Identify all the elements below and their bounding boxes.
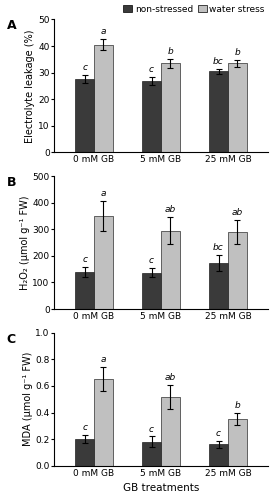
Text: ab: ab — [165, 372, 176, 382]
Bar — [161, 396, 180, 466]
Text: c: c — [82, 254, 87, 264]
Bar — [228, 232, 247, 309]
Text: c: c — [216, 429, 221, 438]
Bar — [142, 80, 161, 152]
Bar — [142, 442, 161, 466]
Bar — [228, 419, 247, 466]
Bar — [228, 64, 247, 152]
Text: A: A — [7, 20, 16, 32]
Bar — [75, 80, 94, 152]
Y-axis label: MDA (μmol g⁻¹ FW): MDA (μmol g⁻¹ FW) — [23, 352, 32, 446]
Text: c: c — [149, 256, 154, 265]
Text: B: B — [7, 176, 16, 189]
Text: ab: ab — [232, 208, 243, 217]
Text: a: a — [101, 28, 106, 36]
Text: b: b — [234, 401, 240, 410]
Legend: non-stressed, water stress: non-stressed, water stress — [122, 4, 266, 15]
Y-axis label: H₂O₂ (μmol g⁻¹ FW): H₂O₂ (μmol g⁻¹ FW) — [20, 196, 30, 290]
Bar — [209, 444, 228, 466]
Bar — [161, 230, 180, 309]
Text: a: a — [101, 356, 106, 364]
Bar — [161, 64, 180, 152]
Text: c: c — [149, 64, 154, 74]
Bar — [75, 439, 94, 466]
Text: C: C — [7, 332, 16, 345]
Bar — [209, 72, 228, 152]
Text: b: b — [167, 46, 173, 56]
Y-axis label: Electrolyte leakage (%): Electrolyte leakage (%) — [25, 29, 35, 142]
Bar — [142, 272, 161, 309]
Text: c: c — [82, 64, 87, 72]
Bar — [94, 44, 113, 152]
Bar — [75, 272, 94, 309]
Text: bc: bc — [213, 56, 224, 66]
Text: bc: bc — [213, 242, 224, 252]
Text: b: b — [234, 48, 240, 57]
Text: c: c — [82, 423, 87, 432]
Text: ab: ab — [165, 206, 176, 214]
X-axis label: GB treatments: GB treatments — [123, 483, 199, 493]
Bar — [94, 380, 113, 466]
Bar — [94, 216, 113, 309]
Text: c: c — [149, 424, 154, 434]
Bar — [209, 262, 228, 309]
Text: a: a — [101, 190, 106, 198]
